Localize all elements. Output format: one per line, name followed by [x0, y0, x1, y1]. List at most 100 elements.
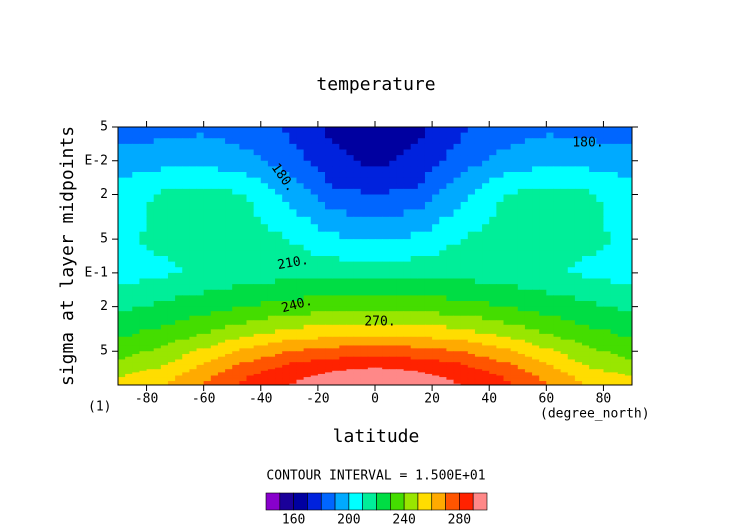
contour-cell: [260, 149, 269, 156]
contour-cell: [596, 364, 604, 369]
contour-cell: [624, 239, 633, 246]
contour-cell: [303, 382, 312, 385]
contour-cell: [610, 244, 619, 251]
contour-cell: [167, 209, 176, 218]
contour-cell: [432, 250, 440, 257]
contour-cell: [453, 244, 462, 251]
contour-cell: [167, 143, 176, 151]
contour-cell: [517, 209, 526, 218]
contour-cell: [546, 367, 554, 370]
contour-cell: [389, 364, 397, 369]
contour-cell: [118, 231, 126, 240]
contour-cell: [539, 370, 547, 373]
colorbar-box: [472, 492, 488, 511]
contour-cell: [524, 209, 533, 218]
contour-cell: [589, 324, 597, 330]
contour-cell: [360, 336, 369, 341]
contour-cell: [596, 353, 604, 358]
contour-cell: [503, 320, 512, 326]
contour-cell: [246, 329, 255, 335]
contour-cell: [410, 295, 419, 302]
contour-cell: [375, 379, 383, 382]
contour-cell: [296, 353, 305, 358]
contour-cell: [574, 284, 583, 291]
contour-cell: [617, 224, 626, 233]
contour-cell: [203, 336, 212, 341]
contour-cell: [474, 359, 483, 363]
contour-cell: [217, 231, 226, 240]
contour-cell: [503, 339, 512, 344]
contour-cell: [132, 295, 140, 302]
contour-cell: [325, 329, 333, 335]
contour-cell: [182, 209, 190, 218]
contour-cell: [617, 244, 626, 251]
contour-cell: [203, 172, 212, 179]
contour-cell: [474, 239, 483, 246]
contour-cell: [167, 348, 176, 352]
contour-cell: [460, 209, 469, 218]
contour-cell: [310, 379, 319, 382]
contour-cell: [246, 224, 255, 233]
contour-cell: [275, 172, 283, 179]
contour-cell: [332, 224, 340, 233]
contour-cell: [574, 132, 583, 139]
contour-cell: [396, 377, 405, 379]
contour-cell: [310, 329, 319, 335]
contour-cell: [139, 301, 148, 308]
contour-cell: [139, 250, 148, 257]
contour-cell: [496, 324, 504, 330]
contour-cell: [546, 372, 554, 375]
contour-cell: [596, 311, 604, 317]
contour-cell: [403, 256, 412, 263]
contour-cell: [532, 160, 540, 167]
contour-cell: [196, 209, 205, 218]
contour-cell: [196, 132, 205, 139]
contour-cell: [210, 378, 219, 381]
contour-cell: [167, 372, 176, 375]
contour-cell: [160, 194, 169, 203]
contour-cell: [125, 231, 133, 240]
contour-cell: [317, 382, 326, 385]
contour-cell: [496, 284, 504, 291]
contour-cell: [453, 369, 462, 372]
contour-cell: [160, 306, 169, 312]
contour-cell: [517, 256, 526, 263]
contour-cell: [175, 295, 183, 302]
contour-cell: [310, 324, 319, 330]
contour-cell: [446, 216, 455, 225]
contour-cell: [225, 155, 233, 162]
contour-cell: [296, 372, 305, 375]
contour-cell: [524, 301, 533, 308]
contour-cell: [203, 377, 212, 379]
contour-cell: [310, 369, 319, 372]
contour-cell: [617, 311, 626, 317]
contour-cell: [232, 278, 240, 285]
contour-cell: [510, 359, 519, 363]
contour-cell: [139, 256, 148, 263]
contour-cell: [589, 216, 597, 225]
contour-cell: [196, 284, 205, 291]
contour-cell: [282, 339, 290, 344]
contour-cell: [446, 369, 455, 372]
contour-cell: [432, 239, 440, 246]
contour-cell: [396, 345, 405, 349]
contour-cell: [182, 311, 190, 317]
panel-label: (1): [88, 400, 111, 415]
contour-cell: [196, 378, 205, 381]
contour-cell: [267, 373, 276, 377]
contour-cell: [460, 138, 469, 145]
contour-cell: [410, 324, 419, 330]
contour-cell: [610, 261, 619, 268]
contour-cell: [246, 377, 255, 379]
contour-cell: [432, 201, 440, 210]
contour-cell: [167, 301, 176, 308]
contour-cell: [624, 370, 633, 373]
contour-cell: [353, 127, 362, 134]
contour-cell: [603, 367, 612, 370]
contour-cell: [424, 369, 433, 372]
contour-cell: [346, 295, 355, 302]
contour-cell: [296, 172, 305, 179]
contour-cell: [375, 209, 383, 218]
contour-cell: [375, 336, 383, 341]
contour-cell: [303, 372, 312, 375]
